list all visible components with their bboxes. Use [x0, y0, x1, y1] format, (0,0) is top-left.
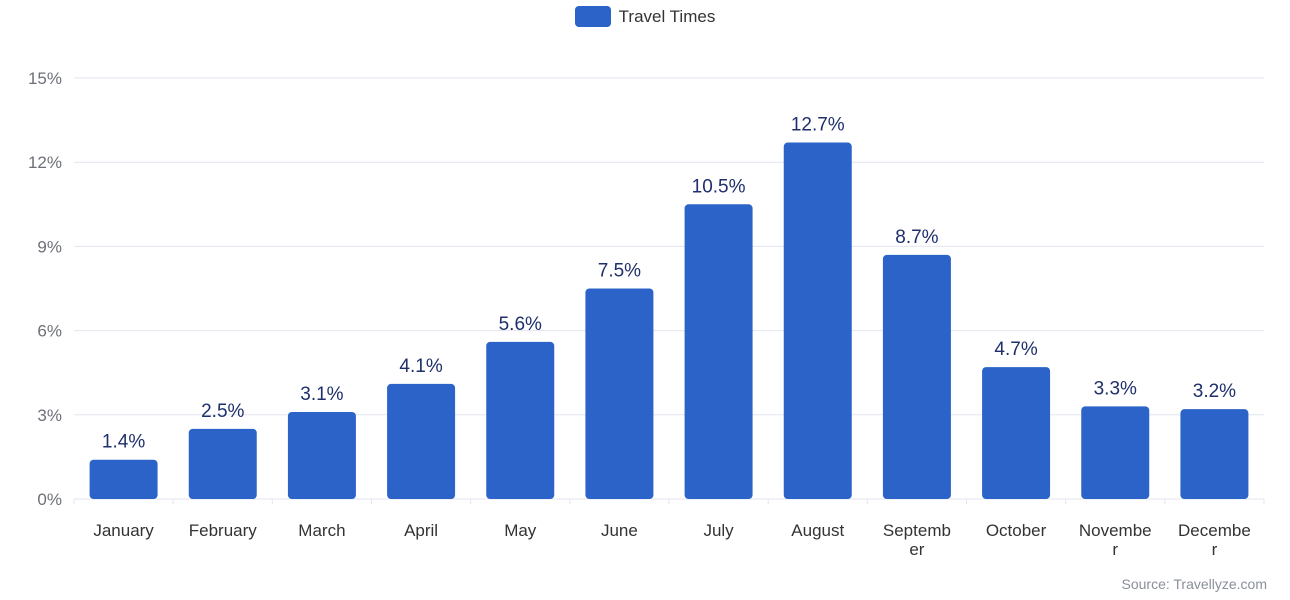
bar — [387, 383, 456, 499]
bar — [783, 142, 852, 499]
y-tick-label: 9% — [37, 237, 62, 256]
bar — [287, 411, 356, 499]
bar — [486, 341, 555, 499]
x-tick-label: February — [189, 521, 258, 540]
x-tick-label: April — [404, 521, 438, 540]
x-tick-label: July — [703, 521, 734, 540]
x-tick-label: January — [93, 521, 154, 540]
data-label: 12.7% — [791, 115, 845, 136]
y-tick-label: 15% — [28, 69, 62, 88]
bar — [882, 254, 951, 499]
y-tick-label: 0% — [37, 490, 62, 509]
legend-swatch — [574, 6, 611, 27]
x-tick-label: March — [298, 521, 345, 540]
y-tick-label: 12% — [28, 153, 62, 172]
x-tick-label: October — [986, 521, 1047, 540]
x-tick-label: r — [1112, 540, 1118, 559]
bar — [1180, 409, 1249, 499]
bar — [982, 367, 1051, 499]
data-label: 8.7% — [895, 227, 938, 248]
data-label: 4.7% — [994, 339, 1037, 360]
bar — [684, 204, 753, 500]
x-tick-label: May — [504, 521, 537, 540]
x-tick-label: Novembe — [1079, 521, 1152, 540]
bar — [188, 428, 257, 499]
bar — [1081, 406, 1150, 499]
data-label: 4.1% — [399, 356, 442, 377]
data-label: 1.4% — [102, 432, 145, 453]
data-label: 10.5% — [692, 176, 746, 197]
data-label: 3.1% — [300, 384, 343, 405]
x-tick-label: Septemb — [883, 521, 951, 540]
x-tick-label: August — [791, 521, 844, 540]
data-label: 3.3% — [1094, 378, 1137, 399]
bar — [585, 288, 654, 499]
x-tick-label: Decembe — [1178, 521, 1251, 540]
data-label: 2.5% — [201, 401, 244, 422]
y-tick-label: 6% — [37, 322, 62, 341]
legend[interactable]: Travel Times — [0, 6, 1290, 27]
y-tick-label: 3% — [37, 406, 62, 425]
data-label: 3.2% — [1193, 381, 1236, 402]
bar — [89, 459, 158, 499]
data-label: 5.6% — [499, 314, 542, 335]
x-tick-label: June — [601, 521, 638, 540]
x-tick-label: r — [1212, 540, 1218, 559]
data-label: 7.5% — [598, 261, 641, 282]
source-note: Source: Travellyze.com — [1121, 576, 1268, 592]
legend-label: Travel Times — [618, 6, 716, 26]
x-tick-label: er — [909, 540, 924, 559]
